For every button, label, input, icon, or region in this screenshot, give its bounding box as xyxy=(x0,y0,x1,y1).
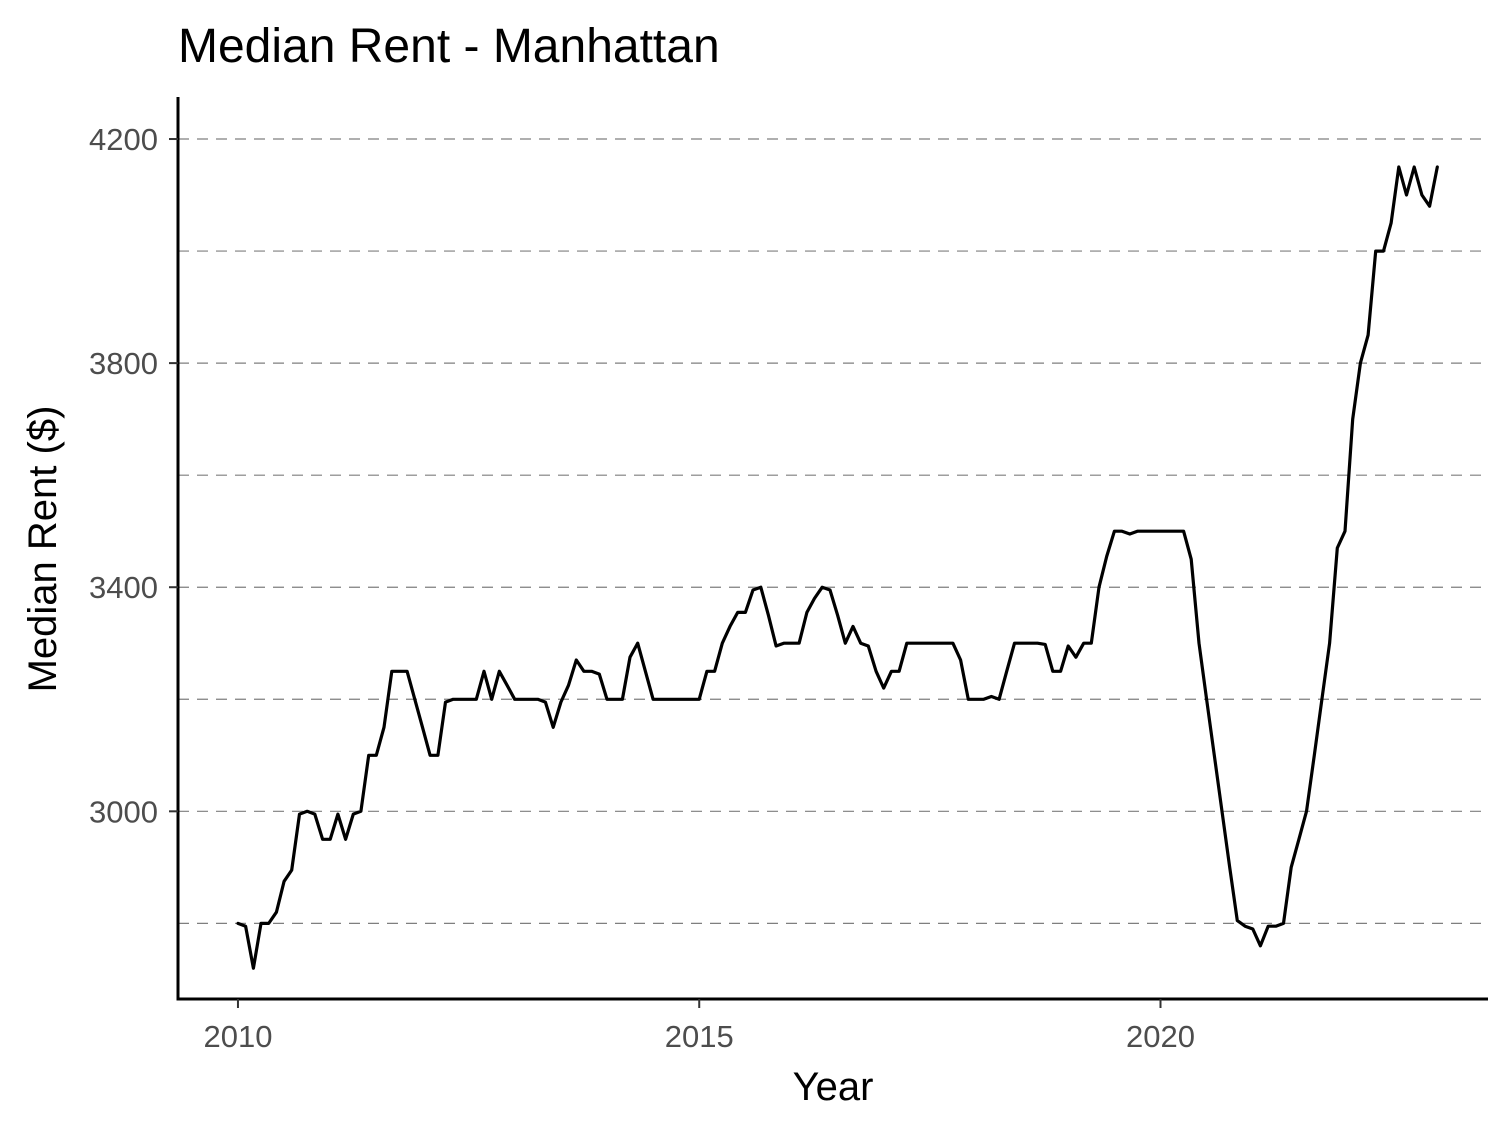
y-tick-label-3800: 3800 xyxy=(89,346,158,381)
x-tick-label-2020: 2020 xyxy=(1126,1019,1195,1054)
gridlines xyxy=(178,138,1488,924)
y-tick-label-3400: 3400 xyxy=(89,570,158,605)
chart-title: Median Rent - Manhattan xyxy=(178,20,720,73)
x-axis-title: Year xyxy=(793,1065,874,1109)
y-axis-title: Median Rent ($) xyxy=(21,406,65,693)
y-tick-label-3000: 3000 xyxy=(89,794,158,829)
y-tick-label-4200: 4200 xyxy=(89,122,158,157)
x-tick-label-2015: 2015 xyxy=(665,1019,734,1054)
median-rent-line xyxy=(236,165,1439,970)
axis-ticks: 3000 3400 3800 4200 2010 2015 2020 xyxy=(89,122,1195,1054)
x-tick-label-2010: 2010 xyxy=(203,1019,272,1054)
